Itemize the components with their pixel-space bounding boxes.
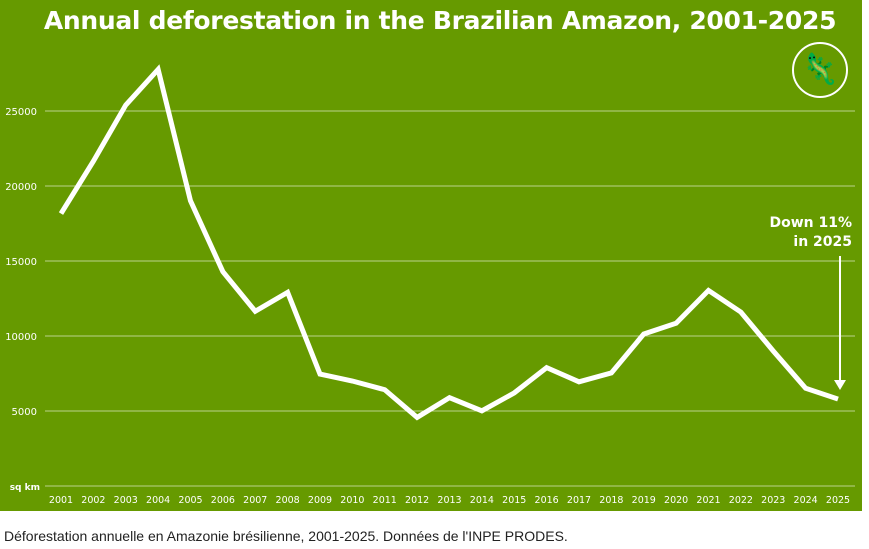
x-tick-label: 2005 [178,495,202,506]
annotation-line1: Down 11% [769,215,852,231]
x-tick-label: 2006 [211,495,235,506]
x-tick-label: 2012 [405,495,429,506]
caption: Déforestation annuelle en Amazonie brési… [4,528,568,544]
x-tick-label: 2001 [49,495,73,506]
x-tick-label: 2017 [567,495,591,506]
x-tick-label: 2004 [146,495,170,506]
x-tick-label: 2023 [761,495,785,506]
x-tick-label: 2002 [81,495,105,506]
y-axis-label: sq km [10,483,40,493]
chart: sq km 5000 10000 15000 20000 25000 2001 2002 200… [0,0,862,511]
y-tick-label: 25000 [5,107,37,118]
x-tick-label: 2003 [114,495,138,506]
x-tick-label: 2013 [437,495,461,506]
x-tick-label: 2008 [276,495,300,506]
x-tick-label: 2020 [664,495,688,506]
y-tick-label: 15000 [5,257,37,268]
x-tick-label: 2019 [632,495,656,506]
chart-title: Annual deforestation in the Brazilian Am… [43,6,837,35]
series-line [58,64,839,421]
annotation: Down 11% in 2025 [769,214,852,252]
y-tick-label: 20000 [5,182,37,193]
x-tick-label: 2009 [308,495,332,506]
annotation-arrowhead [834,380,846,390]
x-tick-label: 2014 [470,495,494,506]
lizard-icon: 🦎 [792,42,848,98]
x-tick-label: 2010 [340,495,364,506]
x-tick-label: 2016 [535,495,559,506]
x-tick-label: 2007 [243,495,267,506]
x-tick-label: 2015 [502,495,526,506]
chart-svg: sq km 5000 10000 15000 20000 25000 2001 2002 200… [5,64,855,506]
x-tick-label: 2025 [826,495,850,506]
x-tick-label: 2022 [729,495,753,506]
x-tick-label: 2011 [373,495,397,506]
x-tick-label: 2021 [696,495,720,506]
x-tick-label: 2024 [794,495,818,506]
y-tick-label: 10000 [5,332,37,343]
y-tick-label: 5000 [12,407,37,418]
x-tick-label: 2018 [599,495,623,506]
annotation-line2: in 2025 [793,234,852,250]
